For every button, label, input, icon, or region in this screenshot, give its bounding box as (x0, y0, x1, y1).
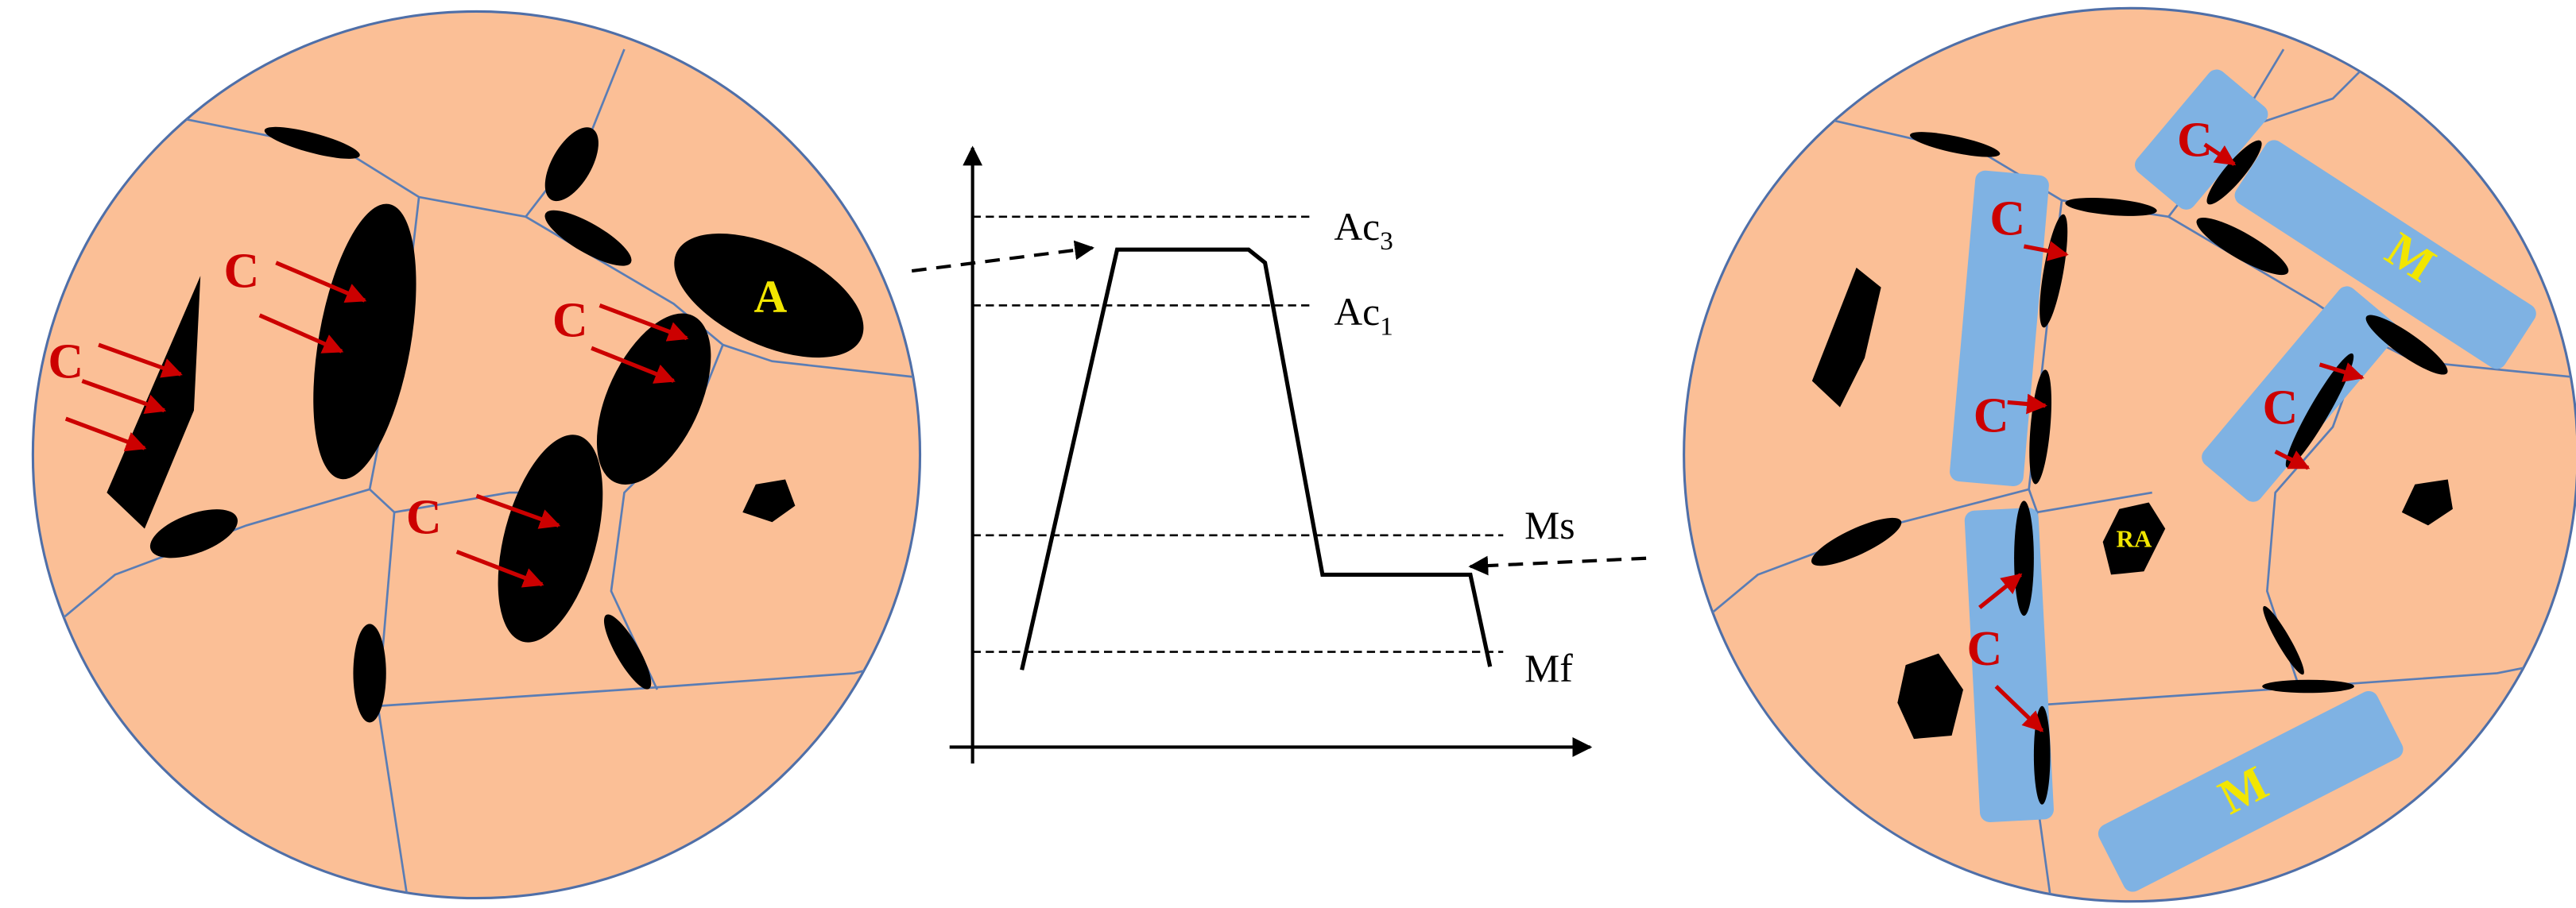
heat-treatment-graph (911, 145, 1647, 764)
carbon-arrow (2318, 362, 2365, 382)
carbon-arrow (2203, 142, 2237, 166)
carbon-arrow (275, 261, 367, 303)
carbon-label: C (406, 491, 442, 545)
carbon-label: C (2177, 113, 2213, 167)
carbide (353, 624, 386, 723)
temperature-curve (1020, 247, 1493, 670)
carbide (2033, 705, 2051, 805)
carbide (1811, 517, 1902, 566)
martensite-lath (2234, 140, 2536, 369)
critical-temperature-label: Ac1 (1334, 290, 1393, 341)
carbide (544, 210, 632, 266)
retained-austenite-label: RA (2117, 524, 2152, 552)
carbon-arrow (98, 342, 183, 378)
label-subscript: 3 (1380, 227, 1393, 256)
carbide (264, 126, 360, 159)
carbide (2401, 479, 2453, 526)
carbide (596, 313, 711, 485)
carbon-label: C (2263, 381, 2299, 435)
right-carbon-arrows (1978, 142, 2365, 732)
martensite-lath (1950, 170, 2049, 487)
carbide (2365, 315, 2448, 375)
carbon-arrow (2007, 393, 2047, 415)
carbide (2065, 197, 2157, 216)
right-carbides (1811, 132, 2453, 805)
martensite-laths (1950, 69, 2536, 892)
carbide (1811, 267, 1881, 408)
austenite-particle (674, 233, 864, 358)
carbide (603, 614, 652, 690)
critical-temperature-label: Mf (1524, 647, 1573, 690)
left-grain-circle (31, 10, 922, 900)
carbide (149, 509, 238, 558)
right-grain-circle (1683, 6, 2576, 903)
carbide (742, 479, 796, 523)
label-name: Ms (1524, 504, 1575, 547)
critical-temperature-label: Ms (1524, 504, 1575, 547)
carbon-label: C (48, 334, 83, 388)
label-name: Ac (1334, 290, 1380, 334)
martensite-lath (2098, 690, 2404, 892)
critical-temperature-label: Ac3 (1334, 205, 1393, 256)
martensite-lath (2202, 286, 2399, 502)
grain-boundary (33, 114, 100, 157)
link-arrow (911, 240, 1094, 273)
carbon-arrow (455, 550, 544, 588)
carbon-arrow (475, 493, 561, 529)
left-carbon-arrows (64, 261, 689, 588)
carbon-label: C (552, 294, 588, 348)
label-subscript: 1 (1380, 313, 1393, 342)
carbide (1910, 132, 2001, 157)
carbon-arrow (1978, 573, 2023, 609)
carbon-arrow (598, 303, 689, 342)
carbide (498, 435, 603, 643)
left-carbides (107, 126, 864, 723)
carbide (544, 127, 598, 202)
carbide (2263, 605, 2304, 675)
carbon-arrow (2274, 450, 2311, 470)
austenite-label: A (754, 271, 788, 323)
martensite-lath (2135, 69, 2268, 210)
carbide (2262, 679, 2354, 694)
carbide (313, 203, 416, 480)
carbide (2014, 500, 2034, 616)
carbide (2196, 217, 2289, 276)
carbon-arrow (64, 416, 147, 452)
carbon-arrow (258, 313, 344, 354)
grain-boundary (2233, 64, 2367, 133)
link-arrow (1468, 555, 1647, 576)
carbon-label: C (1989, 192, 2025, 246)
carbide (2206, 140, 2262, 205)
carbon-arrow (81, 379, 167, 415)
carbon-label: C (223, 245, 259, 299)
label-name: Mf (1524, 647, 1573, 690)
carbide (1897, 653, 1963, 740)
carbon-arrow (1994, 685, 2044, 732)
carbide (2285, 353, 2354, 468)
carbon-label: C (1966, 622, 2002, 676)
carbon-arrow (591, 346, 676, 384)
retained-austenite-particle (2102, 502, 2166, 575)
carbon-label: C (1974, 389, 2009, 443)
label-name: Ac (1334, 205, 1380, 249)
carbon-arrow (2023, 241, 2069, 261)
